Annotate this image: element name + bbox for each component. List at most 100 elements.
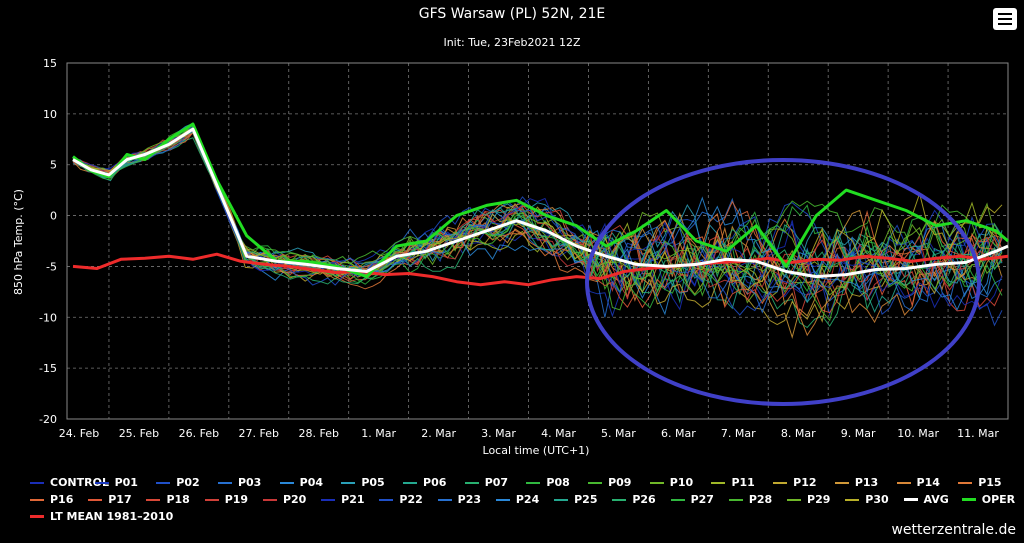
legend-item-p13[interactable]: P13 — [834, 476, 897, 489]
legend-label: AVG — [923, 493, 949, 506]
x-tick-label: 26. Feb — [179, 427, 219, 440]
legend-item-p25[interactable]: P25 — [554, 493, 612, 506]
legend-item-p14[interactable]: P14 — [896, 476, 959, 489]
legend-item-p15[interactable]: P15 — [958, 476, 1020, 489]
legend-item-p07[interactable]: P07 — [464, 476, 527, 489]
ensemble-line-p02 — [72, 126, 1003, 327]
legend-item-p24[interactable]: P24 — [495, 493, 554, 506]
legend-label: P07 — [484, 476, 509, 489]
x-tick-label: 27. Feb — [239, 427, 279, 440]
hamburger-menu-icon[interactable] — [993, 8, 1017, 30]
ensemble-line-p03 — [72, 129, 1003, 318]
legend-item-p28[interactable]: P28 — [728, 493, 787, 506]
legend-item-p03[interactable]: P03 — [217, 476, 280, 489]
legend-label: OPER — [981, 493, 1016, 506]
legend-item-p06[interactable]: P06 — [403, 476, 465, 489]
legend-item-p21[interactable]: P21 — [321, 493, 379, 506]
legend-item-p26[interactable]: P26 — [612, 493, 670, 506]
legend-swatch — [204, 498, 219, 501]
legend-item-p08[interactable]: P08 — [526, 476, 588, 489]
legend-label: P03 — [237, 476, 262, 489]
legend-label: P14 — [916, 476, 940, 489]
legend-item-p20[interactable]: P20 — [262, 493, 321, 506]
legend-label: P11 — [731, 476, 755, 489]
legend-item-p17[interactable]: P17 — [88, 493, 146, 506]
legend-label: CONTROL — [50, 476, 109, 489]
legend-label: P19 — [224, 493, 249, 506]
y-tick-label: 10 — [43, 108, 57, 121]
legend-item-p02[interactable]: P02 — [156, 476, 218, 489]
legend-swatch — [670, 498, 685, 501]
x-tick-label: 28. Feb — [298, 427, 338, 440]
legend-label: P24 — [515, 493, 540, 506]
legend-label: P30 — [865, 493, 889, 506]
legend-item-p30[interactable]: P30 — [845, 493, 903, 506]
x-tick-label: 1. Mar — [361, 427, 396, 440]
legend-swatch — [958, 481, 973, 484]
legend-item-avg[interactable]: AVG — [903, 493, 962, 506]
legend-item-control[interactable]: CONTROL — [30, 476, 109, 489]
legend-item-p29[interactable]: P29 — [787, 493, 845, 506]
legend-label: P23 — [457, 493, 482, 506]
legend-row: P16 P17 P18 P19 P20 P21 P22 P23 P24 P25 P26 P27 P28 P… — [30, 491, 1020, 508]
ensemble-line-p11 — [72, 124, 1003, 299]
legend-swatch — [217, 481, 232, 484]
legend-item-p10[interactable]: P10 — [649, 476, 712, 489]
legend-swatch — [94, 481, 109, 484]
legend-item-p27[interactable]: P27 — [670, 493, 729, 506]
legend-item-p16[interactable]: P16 — [30, 493, 88, 506]
grid-lines — [67, 62, 1008, 420]
legend-swatch — [146, 498, 161, 501]
legend-item-p01[interactable]: P01 — [94, 476, 157, 489]
y-tick-label: 15 — [43, 57, 57, 70]
legend-label: P28 — [748, 493, 773, 506]
legend-label: P18 — [166, 493, 190, 506]
legend-item-p09[interactable]: P09 — [588, 476, 650, 489]
legend-label: P29 — [807, 493, 831, 506]
plot-frame — [66, 62, 1009, 420]
series-line-avg — [72, 127, 1009, 279]
legend-item-p19[interactable]: P19 — [204, 493, 263, 506]
y-tick-label: -5 — [46, 260, 57, 273]
legend-swatch — [403, 481, 418, 484]
y-tick-label: 5 — [50, 159, 57, 172]
legend-label: P27 — [690, 493, 714, 506]
legend-swatch — [588, 481, 603, 484]
legend-swatch — [30, 515, 44, 518]
legend-item-oper[interactable]: OPER — [961, 493, 1020, 506]
legend-swatch — [30, 481, 44, 484]
ensemble-members — [72, 122, 1003, 339]
legend-item-p12[interactable]: P12 — [773, 476, 835, 489]
legend-label: P21 — [341, 493, 365, 506]
legend-swatch — [262, 498, 277, 501]
x-axis-label: Local time (UTC+1) — [483, 444, 590, 457]
legend-swatch — [437, 498, 452, 501]
legend-label: P06 — [423, 476, 447, 489]
legend-swatch — [961, 498, 976, 501]
legend-item-p05[interactable]: P05 — [341, 476, 403, 489]
legend-item-p18[interactable]: P18 — [146, 493, 204, 506]
x-tick-label: 24. Feb — [59, 427, 99, 440]
legend-row: LT MEAN 1981–2010 — [30, 508, 1020, 525]
legend-swatch — [88, 498, 103, 501]
legend-swatch — [30, 498, 44, 501]
legend-row: CONTROL P01 P02 P03 P04 P05 P06 P07 P08 P09 P10 P11… — [30, 474, 1020, 491]
x-tick-label: 10. Mar — [897, 427, 939, 440]
legend-item-p11[interactable]: P11 — [711, 476, 773, 489]
legend-label: P16 — [50, 493, 74, 506]
legend-swatch — [649, 481, 664, 484]
chart-subtitle: Init: Tue, 23Feb2021 12Z — [443, 36, 581, 49]
legend-swatch — [279, 481, 294, 484]
x-tick-label: 8. Mar — [781, 427, 816, 440]
legend-item-p22[interactable]: P22 — [379, 493, 437, 506]
legend-label: P20 — [282, 493, 307, 506]
legend-item-p04[interactable]: P04 — [279, 476, 342, 489]
x-tick-label: 11. Mar — [957, 427, 999, 440]
legend-item-lt-mean-1981-2010[interactable]: LT MEAN 1981–2010 — [30, 510, 173, 523]
legend-item-p23[interactable]: P23 — [437, 493, 496, 506]
y-tick-label: -15 — [39, 362, 57, 375]
legend-swatch — [612, 498, 627, 501]
legend-swatch — [321, 498, 336, 501]
